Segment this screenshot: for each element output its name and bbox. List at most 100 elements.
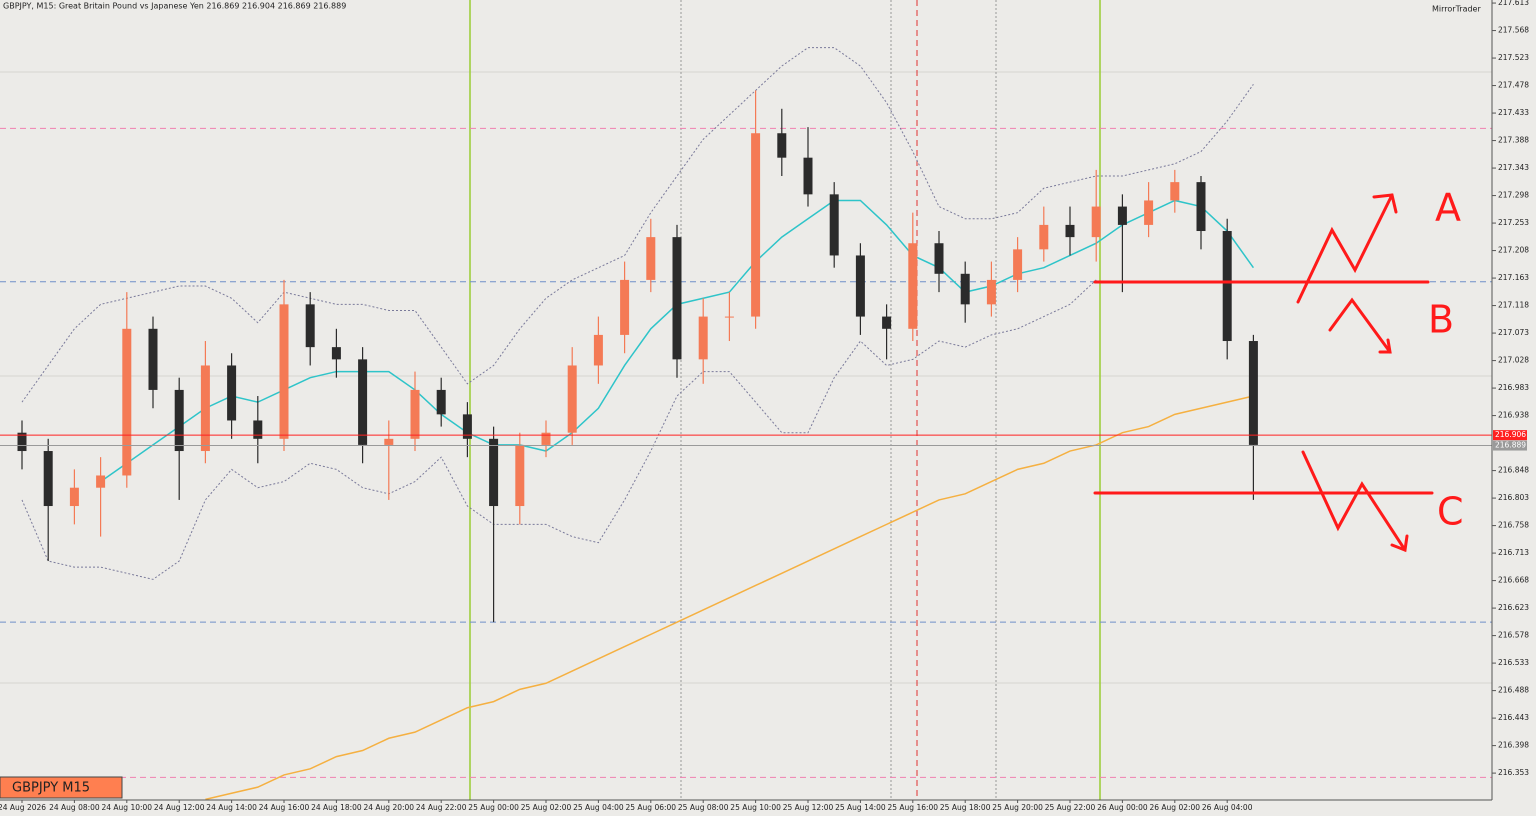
y-tick-label: 216.353	[1498, 768, 1529, 777]
x-tick-label: 24 Aug 2026	[0, 803, 46, 812]
x-tick-label: 24 Aug 10:00	[102, 803, 153, 812]
price-tag	[1493, 430, 1527, 441]
y-tick-label: 216.623	[1498, 603, 1529, 612]
y-tick-label: 217.523	[1498, 53, 1529, 62]
x-tick-label: 26 Aug 02:00	[1150, 803, 1201, 812]
candle-body	[96, 475, 106, 488]
y-tick-label: 217.208	[1498, 246, 1529, 255]
y-tick-label: 216.848	[1498, 466, 1529, 475]
y-tick-label: 217.343	[1498, 163, 1529, 172]
candle-body	[698, 316, 708, 360]
x-tick-label: 24 Aug 12:00	[154, 803, 205, 812]
y-tick-label: 216.668	[1498, 576, 1529, 585]
x-tick-label: 26 Aug 04:00	[1202, 803, 1253, 812]
annotation: A	[1435, 186, 1461, 230]
x-tick-label: 24 Aug 14:00	[206, 803, 257, 812]
x-tick-label: 25 Aug 06:00	[626, 803, 677, 812]
arrow-drawing	[1328, 297, 1392, 354]
candle-body	[69, 487, 79, 507]
candle-body	[1013, 249, 1023, 280]
candle-body	[227, 365, 237, 421]
plot-grid	[0, 71, 1492, 684]
price-axis	[1492, 0, 1536, 816]
y-tick-label: 216.488	[1498, 686, 1529, 695]
y-tick-label: 217.028	[1498, 356, 1529, 365]
y-tick-label: 216.398	[1498, 741, 1529, 750]
brand: MirrorTrader	[1432, 5, 1481, 14]
x-tick-label: 26 Aug 00:00	[1097, 803, 1148, 812]
candle-body	[593, 334, 603, 366]
candle-body	[1039, 224, 1049, 250]
x-tick-label: 24 Aug 16:00	[259, 803, 310, 812]
indicator-line	[21, 279, 1097, 580]
candle-body	[829, 194, 839, 256]
x-tick-label: 25 Aug 04:00	[573, 803, 624, 812]
y-tick-label: 217.253	[1498, 218, 1529, 227]
x-tick-label: 25 Aug 08:00	[678, 803, 729, 812]
x-tick-label: 25 Aug 18:00	[940, 803, 991, 812]
y-tick-label: 217.613	[1498, 0, 1529, 7]
candle-body	[1170, 182, 1180, 201]
candle-body	[882, 316, 892, 329]
x-tick-label: 24 Aug 18:00	[311, 803, 362, 812]
annotation: C	[1437, 490, 1464, 534]
candle-body	[148, 328, 158, 390]
symbol-box	[0, 776, 123, 799]
y-tick-label: 216.803	[1498, 493, 1529, 502]
y-tick-label: 216.533	[1498, 658, 1529, 667]
annotation: B	[1428, 298, 1454, 342]
candle-body	[436, 389, 446, 415]
candle-body	[908, 243, 918, 329]
price-tag-label: 216.906	[1495, 430, 1526, 439]
candle-body	[567, 365, 577, 433]
candle-body	[410, 389, 420, 439]
indicator-line	[21, 47, 1254, 403]
x-tick-label: 24 Aug 08:00	[49, 803, 100, 812]
y-tick-label: 217.568	[1498, 26, 1529, 35]
session-lines	[469, 0, 1101, 800]
x-tick-label: 25 Aug 20:00	[992, 803, 1043, 812]
x-tick-label: 25 Aug 12:00	[783, 803, 834, 812]
x-tick-label: 25 Aug 10:00	[730, 803, 781, 812]
candle-body	[777, 133, 787, 158]
arrow-drawing	[1296, 193, 1398, 304]
x-tick-label: 25 Aug 22:00	[1045, 803, 1096, 812]
candle-body	[724, 316, 734, 318]
candle-body	[515, 444, 525, 507]
candle-body	[1065, 224, 1075, 238]
y-tick-label: 216.443	[1498, 713, 1529, 722]
symbol-label: GBPJPY M15	[12, 781, 90, 796]
indicator-line	[205, 395, 1254, 801]
candle-body	[122, 328, 132, 476]
x-tick-label: 24 Aug 22:00	[416, 803, 467, 812]
y-tick-label: 217.163	[1498, 273, 1529, 282]
candle-body	[174, 389, 184, 452]
candle-body	[1144, 200, 1154, 225]
x-tick-label: 25 Aug 16:00	[888, 803, 939, 812]
candle-body	[305, 304, 315, 348]
candle-body	[253, 420, 263, 439]
y-tick-label: 217.478	[1498, 81, 1529, 90]
y-tick-label: 216.983	[1498, 383, 1529, 392]
candle-body	[986, 279, 996, 305]
candle-body	[200, 365, 210, 452]
candle-body	[751, 133, 761, 317]
y-tick-label: 217.433	[1498, 108, 1529, 117]
y-tick-label: 216.578	[1498, 631, 1529, 640]
y-tick-label: 217.073	[1498, 328, 1529, 337]
arrow-drawing	[1301, 450, 1409, 553]
candle-body	[620, 279, 630, 335]
candle-body	[462, 414, 472, 439]
candle-body	[17, 432, 27, 452]
candle-body	[358, 359, 368, 445]
candle-body	[331, 347, 341, 360]
x-tick-label: 25 Aug 00:00	[468, 803, 519, 812]
candle-body	[960, 273, 970, 305]
y-tick-label: 217.118	[1498, 301, 1529, 310]
drawings	[1093, 193, 1434, 553]
candle-body	[1091, 206, 1101, 238]
y-tick-label: 216.713	[1498, 548, 1529, 557]
y-tick-label: 216.938	[1498, 411, 1529, 420]
